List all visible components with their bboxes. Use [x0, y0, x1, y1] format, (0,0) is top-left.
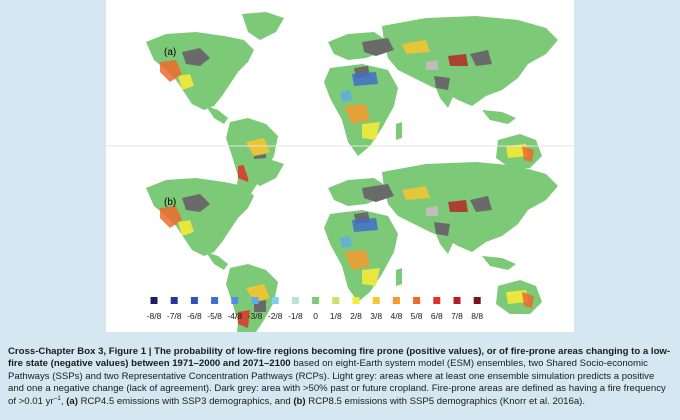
figure-svg: (a) (b) -8/8 -7/8 -6/8 -5/8 -4/8 -3/8 -2/8 -1/8…: [106, 12, 574, 332]
figure-panel: (a) (b) -8/8 -7/8 -6/8 -5/8 -4/8 -3/8 -2/8 -1/8…: [106, 0, 574, 332]
legend-label: -1/8: [288, 311, 303, 321]
legend-swatch: [372, 297, 380, 304]
legend-label: 8/8: [471, 311, 483, 321]
panel-a-label: (a): [164, 47, 176, 58]
figure-caption: Cross-Chapter Box 3, Figure 1 | The prob…: [8, 346, 672, 408]
legend-label: -4/8: [227, 311, 242, 321]
legend-label: -2/8: [268, 311, 283, 321]
legend-swatch: [473, 297, 481, 304]
legend-label: 4/8: [390, 311, 402, 321]
legend-swatch: [413, 297, 421, 304]
legend-label: 7/8: [451, 311, 463, 321]
caption-b-label: (b): [293, 395, 306, 407]
legend-label: -7/8: [167, 311, 182, 321]
legend-label: -8/8: [147, 311, 162, 321]
legend-label: 3/8: [370, 311, 382, 321]
legend-swatch: [312, 297, 320, 304]
caption-b-text: RCP8.5 emissions with SSP5 demographics …: [305, 395, 586, 407]
color-legend: -8/8 -7/8 -6/8 -5/8 -4/8 -3/8 -2/8 -1/8 0 1/8 2/8 3…: [147, 297, 483, 321]
caption-body: based on eight-Earth system model (ESM) …: [8, 358, 666, 407]
legend-label: -6/8: [187, 311, 202, 321]
legend-label: 2/8: [350, 311, 362, 321]
legend-swatch: [150, 297, 158, 304]
legend-label: 5/8: [411, 311, 423, 321]
legend-swatch: [453, 297, 461, 304]
legend-label: -5/8: [207, 311, 222, 321]
legend-swatch: [392, 297, 400, 304]
legend-swatch: [433, 297, 441, 304]
caption-title: Cross-Chapter Box 3, Figure 1 | The prob…: [8, 346, 671, 370]
legend-label: 6/8: [431, 311, 443, 321]
caption-comma: ,: [60, 395, 64, 407]
legend-swatch: [251, 297, 259, 304]
panel-b-label: (b): [164, 197, 176, 208]
caption-unit-exponent: –1: [53, 394, 61, 402]
map-panel-b: [146, 158, 558, 332]
legend-label: -3/8: [248, 311, 263, 321]
legend-swatch: [231, 297, 239, 304]
legend-label: 0: [313, 311, 318, 321]
legend-swatch: [170, 297, 178, 304]
caption-a-text: RCP4.5 emissions with SSP3 demographics,…: [77, 395, 294, 407]
legend-swatch: [352, 297, 360, 304]
legend-swatch: [190, 297, 198, 304]
legend-swatch: [291, 297, 299, 304]
legend-label: 1/8: [330, 311, 342, 321]
legend-swatch: [332, 297, 340, 304]
legend-swatch: [271, 297, 279, 304]
caption-a-label: (a): [66, 395, 78, 407]
legend-swatch: [211, 297, 219, 304]
